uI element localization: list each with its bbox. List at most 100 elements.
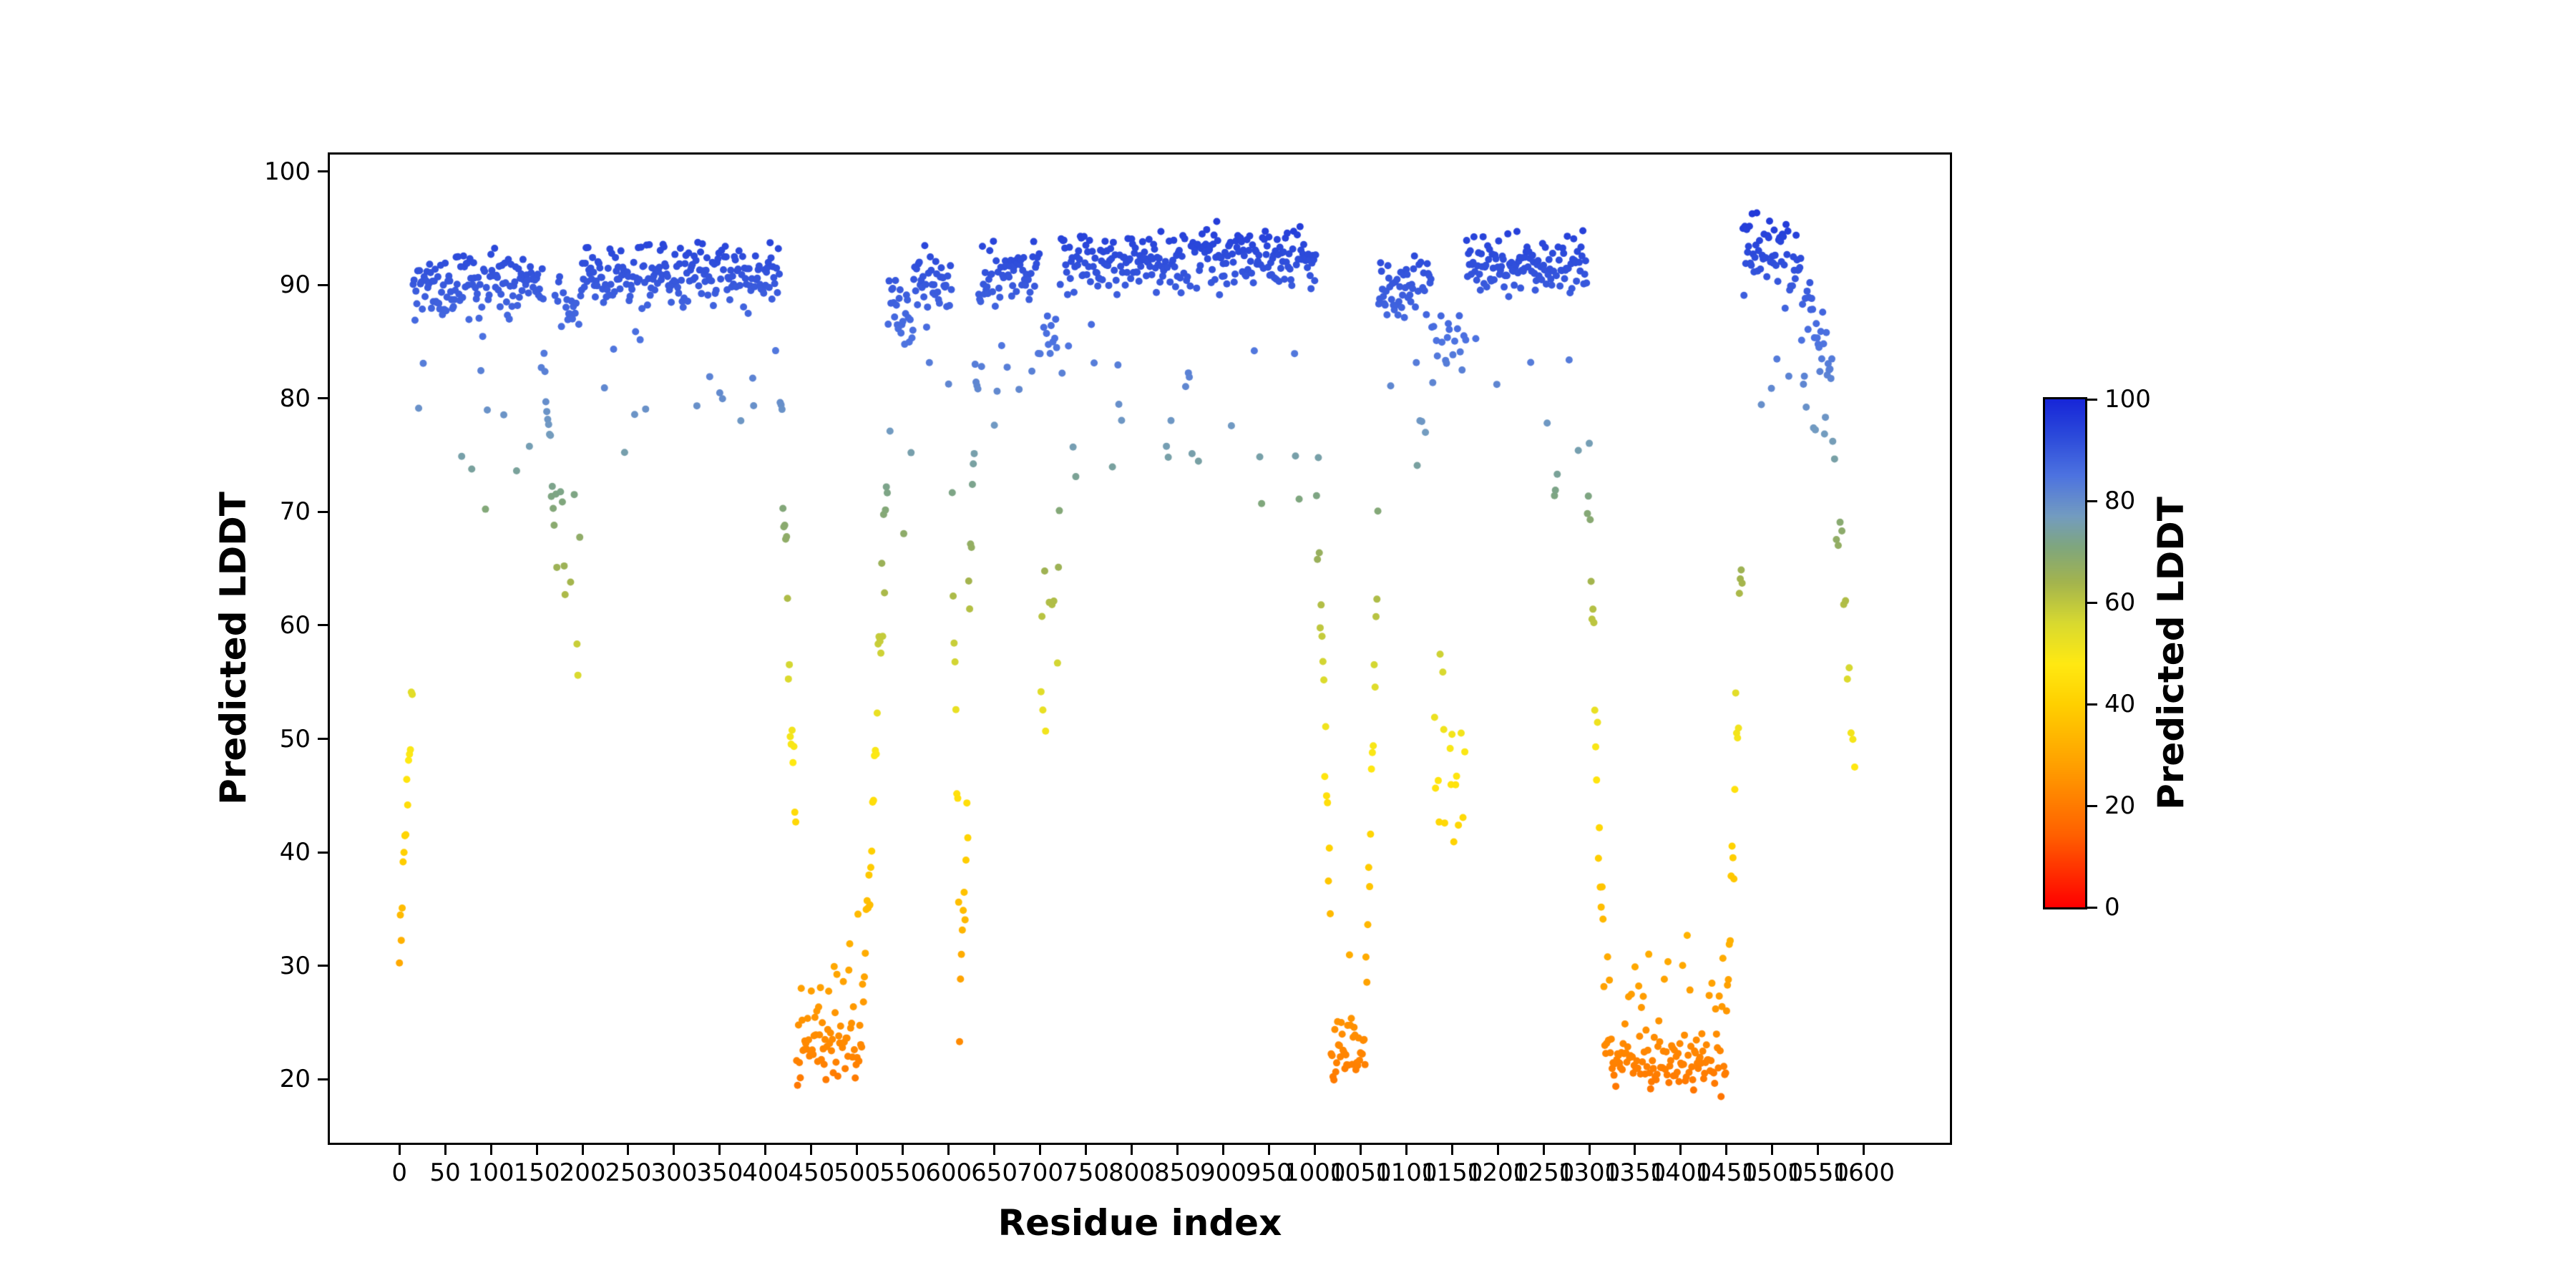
x-tick-mark — [856, 1145, 859, 1155]
x-tick-label: 1450 — [1695, 1158, 1758, 1187]
x-tick-label: 0 — [391, 1158, 408, 1187]
y-tick-label: 20 — [279, 1065, 311, 1094]
x-tick-label: 1150 — [1420, 1158, 1483, 1187]
x-tick-label: 800 — [1108, 1158, 1155, 1187]
x-tick-label: 200 — [559, 1158, 606, 1187]
x-tick-mark — [947, 1145, 950, 1155]
x-tick-mark — [718, 1145, 721, 1155]
x-tick-label: 1100 — [1375, 1158, 1438, 1187]
y-tick-mark — [318, 397, 328, 400]
x-tick-mark — [535, 1145, 538, 1155]
x-tick-mark — [1496, 1145, 1499, 1155]
x-tick-label: 550 — [879, 1158, 927, 1187]
colorbar-tick-mark — [2087, 804, 2097, 807]
x-tick-label: 1050 — [1329, 1158, 1392, 1187]
x-tick-label: 450 — [788, 1158, 835, 1187]
x-tick-label: 700 — [1017, 1158, 1064, 1187]
x-tick-label: 750 — [1063, 1158, 1109, 1187]
x-tick-label: 300 — [650, 1158, 698, 1187]
x-tick-mark — [1176, 1145, 1179, 1155]
y-tick-mark — [318, 965, 328, 967]
colorbar-tick-mark — [2087, 703, 2097, 706]
x-tick-mark — [673, 1145, 675, 1155]
colorbar-tick-label: 20 — [2104, 791, 2136, 820]
x-tick-label: 1550 — [1787, 1158, 1850, 1187]
x-tick-mark — [398, 1145, 401, 1155]
x-tick-mark — [581, 1145, 584, 1155]
x-tick-mark — [902, 1145, 904, 1155]
colorbar-tick-label: 60 — [2104, 588, 2136, 617]
x-tick-mark — [1313, 1145, 1316, 1155]
x-tick-label: 1600 — [1833, 1158, 1896, 1187]
x-tick-mark — [810, 1145, 813, 1155]
colorbar — [2043, 397, 2087, 909]
x-tick-mark — [1359, 1145, 1362, 1155]
colorbar-tick-label: 80 — [2104, 487, 2136, 515]
colorbar-tick-mark — [2087, 906, 2097, 909]
plot-area — [328, 152, 1952, 1145]
y-tick-mark — [318, 1078, 328, 1080]
x-tick-label: 400 — [742, 1158, 789, 1187]
x-tick-label: 1500 — [1741, 1158, 1804, 1187]
x-tick-mark — [444, 1145, 447, 1155]
x-tick-label: 1350 — [1604, 1158, 1667, 1187]
y-tick-label: 60 — [279, 610, 311, 640]
y-tick-label: 50 — [279, 724, 311, 753]
x-tick-mark — [764, 1145, 767, 1155]
x-tick-mark — [1863, 1145, 1865, 1155]
x-tick-mark — [1450, 1145, 1453, 1155]
y-tick-mark — [318, 851, 328, 854]
x-tick-label: 1300 — [1558, 1158, 1621, 1187]
x-tick-mark — [1679, 1145, 1682, 1155]
x-tick-mark — [1725, 1145, 1728, 1155]
colorbar-tick-label: 0 — [2104, 893, 2120, 922]
x-tick-label: 50 — [429, 1158, 461, 1187]
x-tick-label: 500 — [834, 1158, 881, 1187]
scatter-points-canvas — [330, 155, 1950, 1143]
x-tick-mark — [1085, 1145, 1088, 1155]
x-tick-mark — [993, 1145, 996, 1155]
colorbar-tick-label: 40 — [2104, 690, 2136, 718]
x-tick-label: 100 — [467, 1158, 514, 1187]
colorbar-label: Predicted LDDT — [2150, 497, 2192, 810]
x-tick-label: 150 — [513, 1158, 560, 1187]
y-tick-label: 70 — [279, 497, 311, 527]
x-axis-label: Residue index — [997, 1202, 1282, 1244]
x-tick-label: 1250 — [1512, 1158, 1575, 1187]
x-tick-mark — [1405, 1145, 1407, 1155]
colorbar-tick-label: 100 — [2104, 385, 2151, 414]
y-tick-label: 90 — [279, 270, 311, 300]
y-tick-mark — [318, 170, 328, 173]
x-tick-label: 1400 — [1649, 1158, 1712, 1187]
x-tick-label: 1200 — [1466, 1158, 1529, 1187]
x-tick-label: 600 — [925, 1158, 972, 1187]
x-tick-mark — [1130, 1145, 1133, 1155]
y-tick-label: 40 — [279, 838, 311, 867]
x-tick-mark — [1771, 1145, 1774, 1155]
colorbar-tick-mark — [2087, 499, 2097, 502]
x-tick-mark — [1634, 1145, 1636, 1155]
x-tick-mark — [627, 1145, 630, 1155]
x-tick-mark — [1542, 1145, 1545, 1155]
x-tick-mark — [1267, 1145, 1270, 1155]
x-tick-label: 1000 — [1284, 1158, 1346, 1187]
x-tick-mark — [1588, 1145, 1591, 1155]
y-tick-label: 100 — [264, 157, 311, 186]
x-tick-mark — [489, 1145, 492, 1155]
x-tick-label: 350 — [696, 1158, 743, 1187]
y-tick-mark — [318, 624, 328, 627]
y-tick-label: 80 — [279, 384, 311, 413]
x-tick-mark — [1817, 1145, 1820, 1155]
x-tick-label: 250 — [605, 1158, 652, 1187]
colorbar-tick-mark — [2087, 601, 2097, 604]
colorbar-gradient-canvas — [2045, 399, 2085, 907]
x-tick-label: 650 — [971, 1158, 1018, 1187]
colorbar-tick-mark — [2087, 398, 2097, 401]
x-tick-label: 850 — [1153, 1158, 1201, 1187]
x-tick-mark — [1039, 1145, 1042, 1155]
y-tick-mark — [318, 510, 328, 513]
x-tick-label: 950 — [1245, 1158, 1292, 1187]
y-tick-mark — [318, 738, 328, 741]
y-tick-mark — [318, 283, 328, 286]
